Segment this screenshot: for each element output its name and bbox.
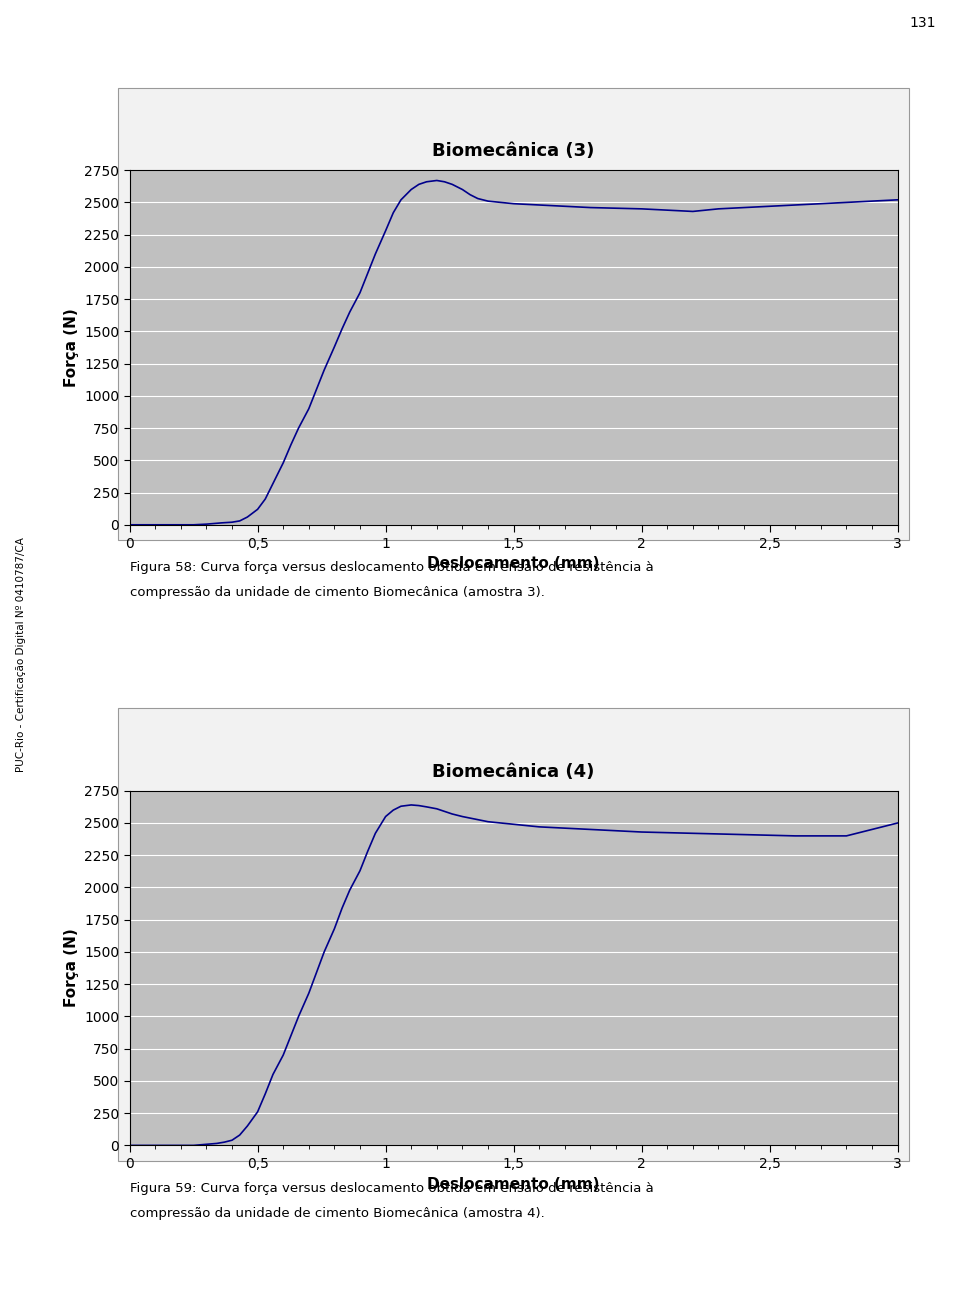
Text: compressão da unidade de cimento Biomecânica (amostra 3).: compressão da unidade de cimento Biomecâ… [130, 586, 544, 600]
X-axis label: Deslocamento (mm): Deslocamento (mm) [427, 1177, 600, 1191]
Title: Biomecânica (3): Biomecânica (3) [432, 143, 595, 160]
Text: 131: 131 [909, 16, 936, 30]
Text: Figura 58: Curva força versus deslocamento obtida em ensaio de resistência à: Figura 58: Curva força versus deslocamen… [130, 562, 654, 575]
Y-axis label: Força (N): Força (N) [63, 928, 79, 1008]
Y-axis label: Força (N): Força (N) [63, 308, 79, 387]
Text: PUC-Rio - Certificação Digital Nº 0410787/CA: PUC-Rio - Certificação Digital Nº 041078… [16, 537, 26, 772]
Title: Biomecânica (4): Biomecânica (4) [432, 763, 595, 781]
Text: compressão da unidade de cimento Biomecânica (amostra 4).: compressão da unidade de cimento Biomecâ… [130, 1207, 544, 1220]
X-axis label: Deslocamento (mm): Deslocamento (mm) [427, 556, 600, 571]
Text: Figura 59: Curva força versus deslocamento obtida em ensaio de resistência à: Figura 59: Curva força versus deslocamen… [130, 1182, 654, 1195]
